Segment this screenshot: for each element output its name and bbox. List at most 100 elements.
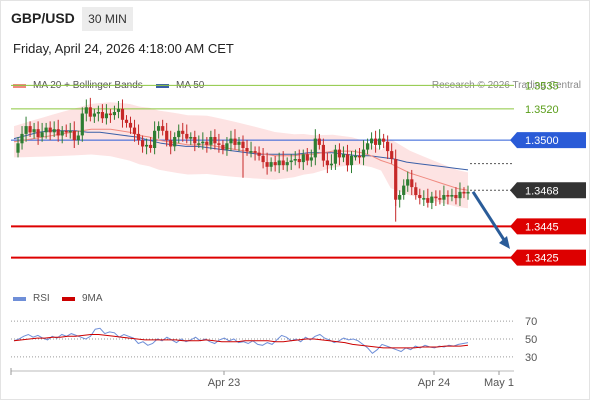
candle-body	[237, 141, 241, 145]
candle-body	[197, 143, 201, 145]
price-tag-support	[510, 249, 586, 266]
candle-body	[341, 154, 346, 158]
candle-body	[229, 138, 233, 144]
candle-body	[406, 179, 410, 186]
x-axis-tick-label: Apr 23	[208, 377, 240, 389]
candle-body	[157, 126, 161, 131]
candle-body	[410, 179, 414, 188]
candle-body	[136, 133, 141, 141]
candle-body	[345, 154, 350, 166]
price-label-1.3520: 1.3520	[525, 104, 559, 116]
candle-body	[257, 152, 261, 156]
candle-body	[442, 195, 446, 200]
candle-body	[454, 195, 458, 199]
candle-body	[217, 143, 221, 145]
candle-body	[309, 157, 313, 161]
candle-body	[366, 143, 370, 150]
candle-body	[434, 196, 438, 199]
candle-body	[386, 141, 390, 152]
candle-body	[382, 138, 386, 142]
candle-body	[378, 138, 382, 145]
candle-body	[269, 162, 273, 167]
candle-body	[56, 129, 60, 136]
candle-body	[390, 151, 394, 159]
candle-body	[426, 198, 430, 203]
candle-body	[76, 135, 80, 141]
candle-body	[446, 195, 450, 197]
candle-body	[450, 195, 454, 197]
candle-body	[161, 126, 165, 131]
candle-body	[48, 127, 52, 133]
candle-body	[92, 113, 96, 117]
candle-body	[96, 112, 100, 114]
candle-body	[128, 122, 133, 128]
candle-body	[374, 138, 378, 145]
price-tag-pivot	[510, 132, 586, 149]
candle-body	[253, 151, 257, 153]
rsi-ma9-line	[13, 334, 469, 349]
candle-body	[430, 196, 434, 203]
candle-body	[112, 112, 116, 116]
candle-body	[213, 137, 217, 144]
legend-ma9: 9MA	[62, 293, 103, 304]
price-tag-last	[510, 182, 586, 199]
candle-body	[361, 149, 366, 158]
candle-body	[116, 108, 121, 112]
candle-body	[100, 112, 104, 119]
candle-body	[28, 126, 32, 133]
candle-body	[285, 162, 289, 166]
timestamp: Friday, April 24, 2026 4:18:00 AM CET	[13, 41, 234, 56]
candle-body	[349, 155, 354, 166]
legend-rsi-label: RSI	[33, 293, 50, 304]
candle-body	[24, 126, 28, 134]
candle-body	[301, 154, 305, 163]
candle-body	[64, 130, 68, 133]
legend-rsi-swatch	[13, 296, 26, 301]
price-label-1.3535: 1.3535	[525, 80, 559, 92]
candle-body	[60, 130, 64, 136]
candle-body	[120, 108, 125, 120]
candle-body	[249, 151, 253, 153]
candle-body	[281, 160, 285, 166]
candle-body	[145, 144, 149, 147]
candle-body	[313, 138, 317, 158]
candle-body	[193, 137, 197, 144]
candle-body	[181, 130, 185, 134]
candle-body	[289, 160, 293, 163]
symbol-title: GBP/USD	[11, 10, 75, 26]
candle-body	[293, 159, 297, 161]
candle-body	[32, 129, 36, 133]
candle-body	[80, 113, 84, 136]
x-axis-tick-label: Apr 24	[418, 377, 450, 389]
candle-body	[273, 162, 277, 166]
candle-body	[40, 132, 44, 137]
candle-body	[189, 137, 193, 139]
candle-body	[201, 141, 205, 144]
candle-body	[149, 144, 153, 148]
candle-body	[124, 119, 129, 123]
candle-body	[84, 107, 88, 114]
candle-body	[329, 163, 333, 166]
candle-body	[209, 137, 213, 145]
ma20-line	[13, 128, 469, 191]
x-axis-tick-label: May 1	[484, 377, 514, 389]
candle-body	[169, 140, 173, 147]
candle-body	[185, 133, 189, 139]
candle-body	[462, 191, 466, 194]
legend-rsi: RSI	[13, 293, 50, 304]
candle-body	[205, 141, 209, 145]
price-label-1.3425: 1.3425	[525, 253, 559, 265]
candle-body	[422, 198, 426, 200]
candle-body	[233, 138, 237, 145]
candle-body	[353, 155, 358, 158]
price-label-1.3445: 1.3445	[525, 221, 559, 233]
candle-body	[305, 154, 309, 161]
candle-body	[297, 159, 301, 163]
candle-body	[88, 107, 92, 117]
candle-body	[337, 149, 341, 158]
candle-body	[20, 133, 24, 144]
forecast-arrow-head	[499, 235, 510, 249]
timeframe-badge[interactable]: 30 MIN	[82, 7, 133, 31]
candle-body	[132, 127, 137, 134]
